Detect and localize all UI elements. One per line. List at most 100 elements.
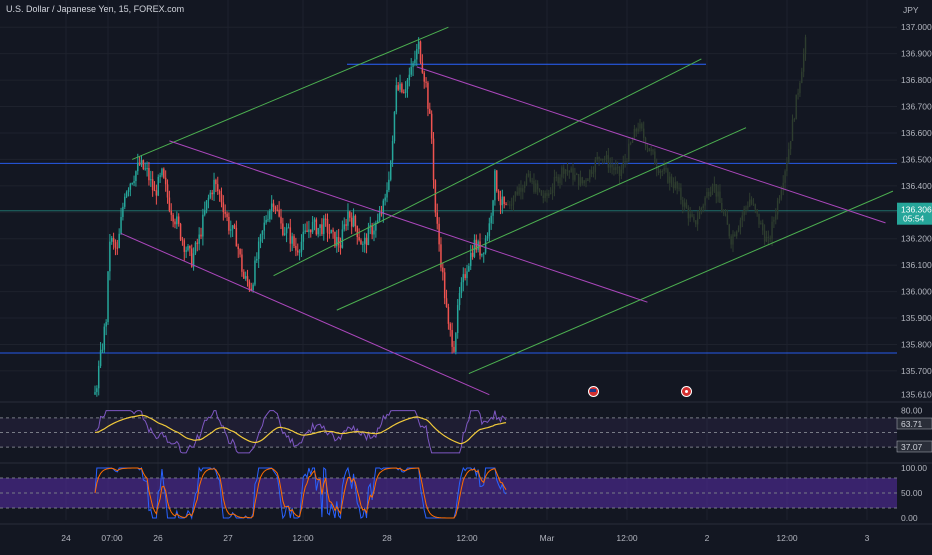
- candle-body: [112, 237, 115, 243]
- projection-candle: [527, 173, 530, 176]
- candle-body: [157, 176, 159, 196]
- candle-body: [148, 168, 150, 181]
- projection-candle: [698, 210, 701, 219]
- candle-body: [375, 222, 377, 231]
- us-economic-event-icon[interactable]: [588, 386, 599, 397]
- candle-body: [185, 250, 187, 252]
- candle-body: [350, 217, 353, 227]
- projection-candle: [646, 146, 649, 149]
- price-axis: [897, 0, 932, 550]
- candle-body: [445, 298, 448, 308]
- projection-candle: [576, 174, 578, 176]
- projection-candle: [516, 191, 518, 195]
- projection-candle: [538, 189, 541, 191]
- candle-body: [440, 244, 442, 268]
- projection-candle: [752, 203, 755, 205]
- x-tick-label: 3: [865, 533, 870, 543]
- projection-candle: [540, 190, 543, 196]
- stochastic-tick-label: 100.00: [901, 463, 927, 473]
- candle-body: [365, 237, 368, 245]
- candle-body: [146, 168, 148, 170]
- projection-candle: [663, 168, 665, 172]
- x-tick-label: 12:00: [616, 533, 638, 543]
- candle-body: [397, 85, 399, 90]
- candle-body: [226, 213, 228, 217]
- candle-body: [358, 237, 360, 241]
- projection-candle: [776, 200, 779, 215]
- projection-candle: [520, 187, 522, 192]
- projection-candle: [529, 173, 531, 182]
- candle-body: [482, 252, 485, 254]
- candle-body: [401, 83, 403, 93]
- projection-candle: [531, 180, 533, 182]
- candle-body: [479, 241, 481, 256]
- candle-body: [408, 74, 411, 80]
- projection-candle: [687, 208, 690, 219]
- y-tick-label: 135.610: [901, 390, 932, 400]
- projection-candle: [730, 236, 732, 245]
- candle-body: [432, 138, 435, 181]
- candle-body: [179, 223, 182, 240]
- candle-body: [246, 276, 249, 282]
- candle-body: [110, 237, 113, 242]
- projection-candle: [695, 220, 697, 225]
- candle-body: [505, 203, 507, 205]
- candle-body: [276, 209, 279, 211]
- candle-body: [244, 276, 247, 279]
- projection-candle: [724, 213, 727, 216]
- projection-candle: [594, 159, 597, 173]
- candle-body: [278, 209, 280, 217]
- projection-candle: [762, 223, 764, 231]
- candle-body: [443, 272, 446, 299]
- candle-body: [460, 282, 463, 293]
- stochastic-tick-label: 0.00: [901, 513, 918, 523]
- candle-body: [103, 326, 106, 350]
- rsi-ma-line: [94, 414, 507, 445]
- candle-body: [434, 180, 437, 213]
- stochastic-d-line: [94, 467, 507, 519]
- candle-body: [345, 224, 347, 226]
- candle-body: [481, 253, 483, 256]
- x-tick-label: 2: [705, 533, 710, 543]
- projection-candle: [557, 176, 559, 184]
- candle-body: [209, 192, 212, 198]
- projection-candle: [553, 177, 556, 190]
- x-tick-label: 12:00: [456, 533, 478, 543]
- candle-body: [217, 184, 219, 192]
- y-tick-label: 136.000: [901, 287, 932, 297]
- countdown-label: 05:54: [903, 214, 925, 224]
- projection-candle: [739, 220, 742, 228]
- projection-candle: [709, 191, 712, 197]
- candle-body: [332, 229, 334, 232]
- candle-body: [492, 200, 494, 216]
- projection-candle: [650, 149, 652, 152]
- projection-candle: [626, 160, 628, 162]
- candle-body: [363, 237, 366, 244]
- candle-body: [285, 227, 288, 234]
- y-tick-label: 136.900: [901, 49, 932, 59]
- projection-candle: [737, 227, 740, 232]
- projection-candle: [548, 193, 550, 196]
- candle-body: [267, 219, 269, 221]
- candle-body: [168, 197, 171, 211]
- candle-body: [131, 183, 133, 185]
- candle-body: [421, 62, 424, 73]
- candle-body: [202, 214, 204, 237]
- candle-body: [198, 234, 200, 244]
- candle-body: [310, 229, 312, 233]
- candle-body: [462, 274, 465, 283]
- projection-candle: [555, 176, 557, 178]
- projection-candle: [674, 182, 677, 189]
- candle-body: [319, 224, 321, 228]
- candle-body: [308, 229, 310, 232]
- candle-body: [283, 233, 286, 235]
- projection-candle: [789, 140, 792, 150]
- projection-candle: [639, 123, 641, 129]
- rsi-tick-label: 80.00: [901, 406, 923, 416]
- projection-candle: [579, 177, 582, 186]
- japan-economic-event-icon[interactable]: [681, 386, 692, 397]
- x-tick-label: 26: [153, 533, 163, 543]
- candle-body: [403, 92, 405, 94]
